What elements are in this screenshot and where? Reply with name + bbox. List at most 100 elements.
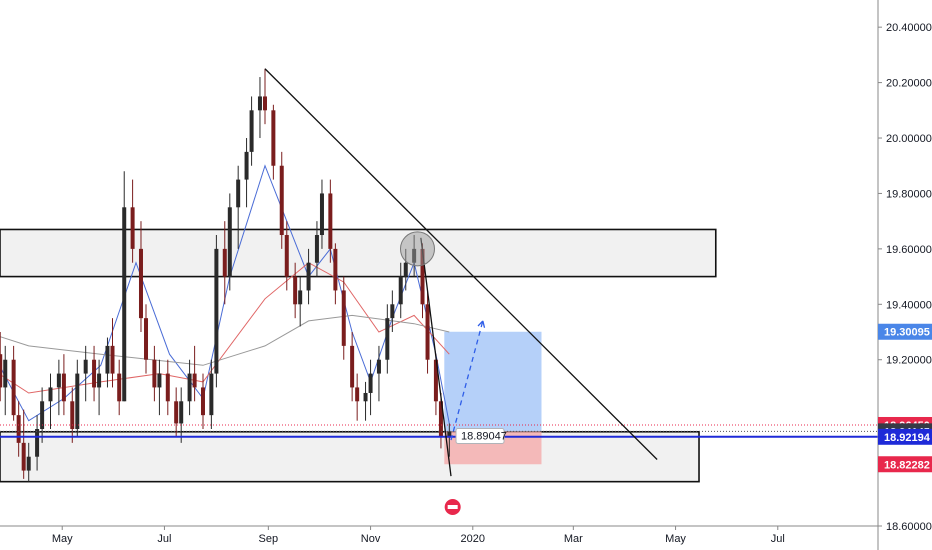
- candle: [271, 104, 276, 180]
- candle-body: [293, 276, 298, 305]
- candle-body: [209, 373, 214, 416]
- price-tick-label: 19.20000: [886, 355, 932, 367]
- candle: [333, 243, 338, 305]
- candle-body: [227, 207, 232, 277]
- candle: [122, 171, 127, 402]
- candle-body: [385, 318, 390, 360]
- candle: [40, 387, 45, 443]
- candle-body: [83, 359, 88, 374]
- candle-body: [284, 235, 289, 277]
- candle-body: [200, 387, 205, 416]
- candle-body: [144, 318, 149, 360]
- candle: [179, 387, 184, 443]
- projection-arrow-head: [477, 320, 486, 328]
- candle: [97, 359, 102, 416]
- price-tag: [878, 456, 932, 473]
- candle: [293, 262, 298, 319]
- candle: [83, 345, 88, 402]
- candle: [236, 165, 241, 249]
- candle-body: [279, 165, 284, 236]
- candle: [376, 345, 381, 402]
- candle: [355, 373, 360, 421]
- candle: [319, 179, 324, 249]
- candle: [257, 77, 262, 139]
- candle: [138, 221, 143, 333]
- candle: [11, 345, 16, 421]
- candle: [350, 332, 355, 402]
- price-tick-label: 20.00000: [886, 133, 932, 145]
- candle: [279, 151, 284, 249]
- candle-body: [328, 193, 333, 249]
- candle: [21, 409, 26, 479]
- candle-body: [165, 373, 170, 402]
- candle: [152, 345, 157, 402]
- annotation-label: 18.89047: [461, 431, 507, 443]
- candle-body: [376, 359, 381, 374]
- candle-body: [48, 387, 53, 402]
- candle-body: [333, 248, 338, 291]
- candle: [192, 345, 197, 402]
- candle-body: [3, 359, 8, 388]
- resistance-zone: [0, 228, 717, 278]
- price-tag-label: 19.30095: [884, 327, 930, 339]
- candle: [328, 179, 333, 263]
- candle-body: [110, 345, 115, 374]
- candle-body: [363, 392, 368, 402]
- price-tag-label: 18.82282: [884, 459, 930, 471]
- candle: [110, 318, 115, 388]
- candle-body: [35, 429, 40, 457]
- candle: [298, 276, 303, 327]
- price-tag-label: 18.92194: [884, 432, 931, 444]
- annotation-box: [455, 428, 505, 445]
- candle-body: [236, 179, 241, 208]
- candle-body: [117, 373, 122, 402]
- candle: [433, 354, 438, 416]
- candle: [130, 179, 135, 263]
- candle: [174, 387, 179, 438]
- candle-body: [0, 354, 3, 388]
- candle-body: [244, 151, 249, 180]
- candle: [227, 193, 232, 291]
- candle: [0, 332, 3, 402]
- time-tick-label: May: [52, 533, 73, 545]
- candle-body: [390, 304, 395, 319]
- candle: [368, 359, 373, 416]
- candle-body: [70, 401, 75, 430]
- candle-body: [138, 248, 143, 319]
- candle-body: [341, 290, 346, 346]
- trendline: [264, 68, 658, 460]
- price-tag: [878, 428, 932, 445]
- candle-body: [40, 401, 45, 430]
- candle: [26, 442, 31, 482]
- candle-body: [97, 373, 102, 388]
- price-tick-label: 20.20000: [886, 78, 932, 90]
- candle: [157, 359, 162, 416]
- candle-body: [403, 262, 408, 277]
- candle-body: [152, 359, 157, 388]
- candle: [244, 138, 249, 208]
- candle: [48, 373, 53, 430]
- candle-body: [368, 373, 373, 393]
- candle-body: [26, 456, 31, 471]
- candle: [200, 373, 205, 430]
- candle-body: [425, 304, 430, 360]
- candle-body: [174, 401, 179, 424]
- candle: [56, 359, 61, 416]
- candle: [75, 359, 80, 438]
- candle: [438, 392, 443, 449]
- candle-body: [192, 373, 197, 388]
- candle: [144, 304, 149, 374]
- time-tick-label: Sep: [259, 533, 279, 545]
- candle: [306, 248, 311, 305]
- time-tick-label: Mar: [564, 533, 583, 545]
- candle-body: [355, 387, 360, 402]
- candle: [341, 276, 346, 360]
- time-tick-label: Nov: [361, 533, 381, 545]
- candle: [425, 290, 430, 374]
- candle: [214, 235, 219, 388]
- candle-body: [298, 290, 303, 305]
- candle-body: [257, 96, 262, 111]
- candle: [284, 221, 289, 291]
- candle-body: [61, 373, 66, 402]
